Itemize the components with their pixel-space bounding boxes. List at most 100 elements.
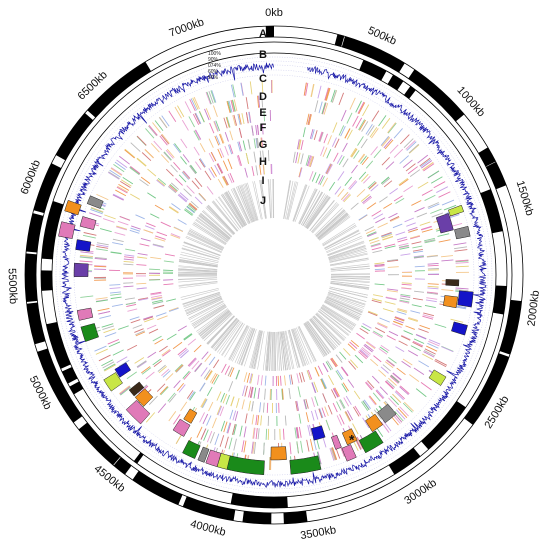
track-j-tick [179,259,218,267]
feature-tick [94,265,107,267]
track-j-tick [195,219,228,243]
feature-tick [225,394,230,405]
feature-tick [154,120,164,132]
feature-tick [374,265,385,267]
feature-tick [419,324,431,330]
feature-tick [416,212,428,218]
feature-tick [455,265,469,268]
feature-tick [108,171,120,180]
feature-tick [427,291,439,294]
feature-tick [320,378,326,390]
feature-tick [257,388,260,400]
feature-tick [184,209,193,216]
track-j-tick [257,331,265,370]
feature-tick [178,348,188,357]
feature-tick [313,130,318,141]
feature-tick [183,333,192,340]
feature-tick [223,117,228,129]
track-j-tick [206,315,235,344]
feature-tick [385,297,397,301]
feature-tick [189,165,197,175]
track-j-tick [192,305,227,327]
feature-tick [161,115,170,127]
feature-tick [166,148,175,158]
feature-tick [314,367,320,377]
genomic-island-block [114,362,132,378]
feature-tick [184,101,192,114]
genomic-island-block [58,221,76,239]
feature-tick [229,130,234,141]
feature-tick [323,103,329,115]
feature-tick [152,358,161,366]
track-j-tick [288,329,300,368]
feature-tick [90,206,104,213]
feature-tick [125,302,136,306]
feature-tick [229,144,234,154]
feature-tick [165,149,174,159]
track-j-tick [314,207,343,236]
feature-tick [247,139,251,150]
feature-tick [227,144,233,155]
feature-tick [412,340,424,347]
feature-tick [219,406,225,417]
feature-tick [130,227,141,232]
feature-tick [380,176,390,184]
track-j-tick [311,203,339,233]
feature-tick [222,393,228,404]
feature-tick [314,396,319,406]
feature-tick [355,117,363,129]
track-j-tick [254,330,263,370]
track-j-tick [178,265,218,270]
feature-tick [169,184,178,192]
feature-tick [373,149,382,159]
track-j-tick [189,228,225,248]
feature-tick [232,99,236,112]
feature-tick [358,171,367,180]
track-j-tick [206,315,235,345]
feature-tick [300,153,304,165]
feature-tick [314,409,319,420]
feature-tick [423,163,435,172]
scale-tick-label: 5500kb [6,268,20,305]
track-j-tick [304,194,327,228]
feature-tick [224,131,229,142]
feature-tick [318,101,323,114]
feature-tick [376,389,385,399]
track-j-tick [221,322,243,356]
feature-tick [195,112,202,124]
track-j-tick [235,186,252,223]
feature-tick [426,255,438,258]
feature-tick [407,350,419,357]
feature-tick [427,283,439,285]
feature-tick [371,110,380,122]
feature-tick [375,217,386,224]
feature-tick [186,390,194,399]
gc-percent-label: 60% [208,69,219,75]
feature-tick [357,136,364,146]
feature-tick [403,401,414,412]
feature-tick [361,401,369,412]
track-j-tick [289,329,301,368]
feature-tick [419,221,431,226]
feature-tick [435,358,448,366]
track-j-tick [283,331,291,370]
feature-tick [297,386,301,398]
track-j-tick [198,215,230,241]
feature-tick [370,358,379,367]
track-j-tick [287,330,298,369]
feature-tick [353,406,360,417]
feature-tick [294,427,297,439]
feature-tick [183,188,192,197]
track-j-tick [330,283,369,290]
feature-tick [392,323,402,328]
feature-tick [157,177,167,185]
feature-tick [388,212,398,219]
track-j-tick [282,331,290,370]
track-j-tick [232,326,250,362]
feature-tick [303,399,307,410]
feature-tick [413,255,424,258]
feature-tick [168,411,177,422]
feature-tick [362,196,373,205]
feature-tick [165,373,174,381]
track-j-tick [215,198,240,230]
